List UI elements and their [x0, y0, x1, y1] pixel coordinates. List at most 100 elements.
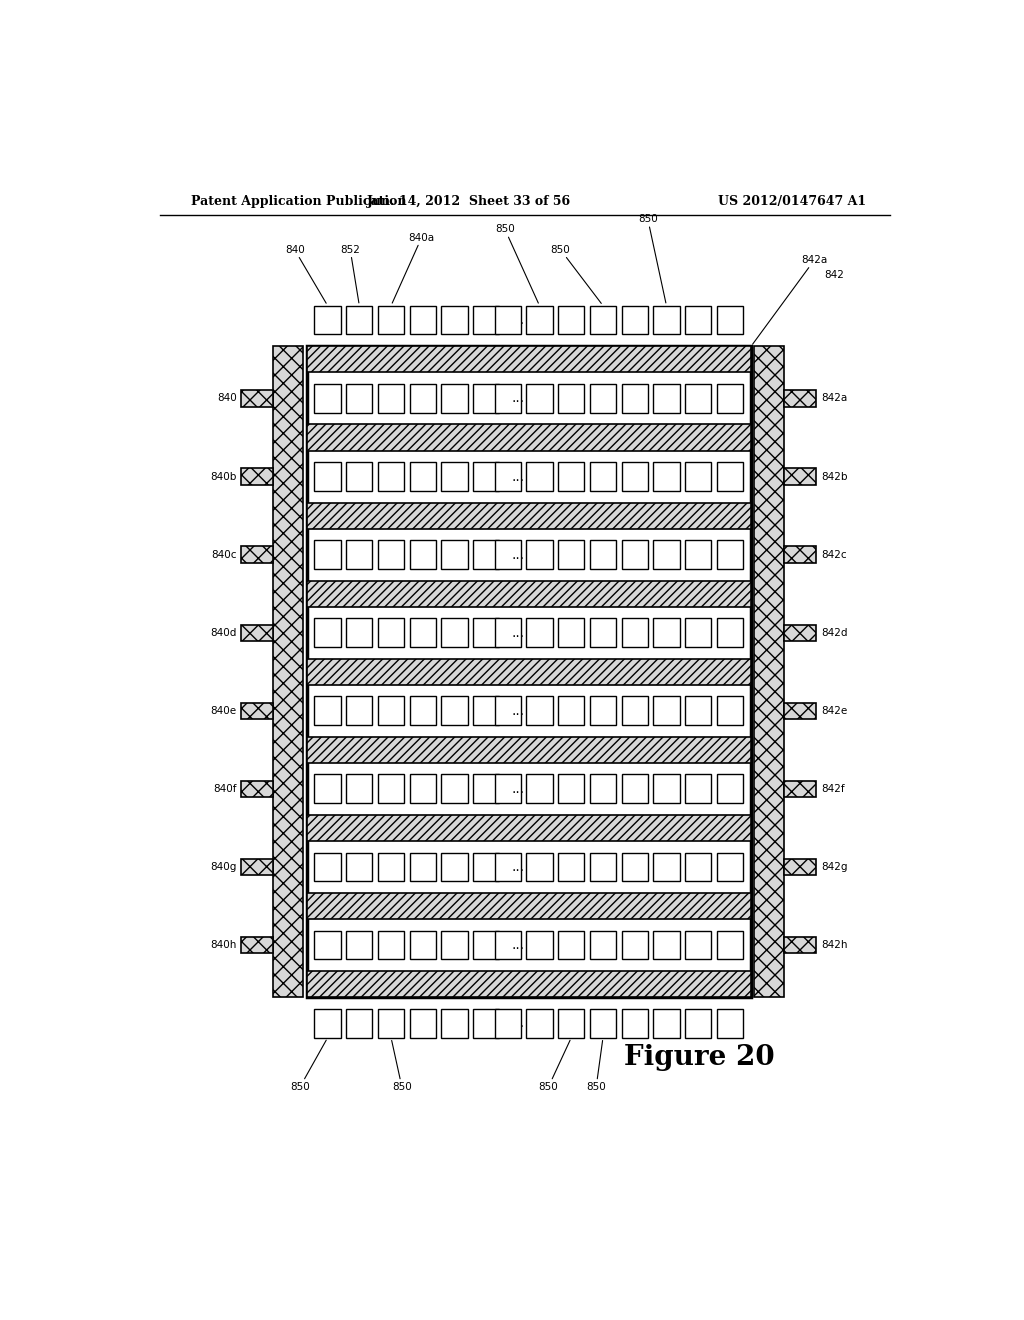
- Bar: [526, 1008, 553, 1038]
- Bar: [242, 780, 273, 797]
- Bar: [717, 697, 743, 725]
- Text: 840d: 840d: [210, 627, 237, 638]
- Bar: [441, 853, 468, 882]
- Bar: [306, 737, 751, 763]
- Text: ...: ...: [511, 781, 524, 796]
- Bar: [306, 346, 751, 372]
- Bar: [622, 853, 648, 882]
- Bar: [495, 775, 521, 803]
- Bar: [314, 1008, 341, 1038]
- Text: ...: ...: [511, 1016, 524, 1031]
- Text: Patent Application Publication: Patent Application Publication: [191, 194, 407, 207]
- Bar: [558, 306, 585, 334]
- Bar: [306, 659, 751, 685]
- Text: 842d: 842d: [821, 627, 847, 638]
- Text: ...: ...: [511, 392, 524, 405]
- Bar: [653, 618, 680, 647]
- Bar: [314, 384, 341, 413]
- Bar: [590, 931, 616, 960]
- Bar: [306, 814, 751, 841]
- Bar: [784, 859, 816, 875]
- Bar: [346, 462, 373, 491]
- Bar: [526, 775, 553, 803]
- Bar: [473, 931, 500, 960]
- Bar: [473, 384, 500, 413]
- Bar: [306, 425, 751, 450]
- Text: 850: 850: [638, 214, 666, 302]
- Bar: [346, 931, 373, 960]
- Text: 840f: 840f: [213, 784, 237, 793]
- Bar: [685, 540, 712, 569]
- Text: 850: 850: [551, 244, 601, 304]
- Bar: [685, 931, 712, 960]
- Bar: [346, 853, 373, 882]
- Bar: [441, 775, 468, 803]
- Bar: [410, 1008, 436, 1038]
- Bar: [441, 697, 468, 725]
- Bar: [685, 1008, 712, 1038]
- Bar: [526, 931, 553, 960]
- Bar: [784, 469, 816, 484]
- Bar: [590, 618, 616, 647]
- Bar: [441, 618, 468, 647]
- Bar: [495, 462, 521, 491]
- Bar: [590, 306, 616, 334]
- Bar: [242, 702, 273, 719]
- Bar: [717, 853, 743, 882]
- Bar: [717, 384, 743, 413]
- Text: 842b: 842b: [821, 471, 847, 482]
- Bar: [622, 306, 648, 334]
- Text: 842g: 842g: [821, 862, 847, 871]
- Text: ...: ...: [511, 859, 524, 874]
- Bar: [314, 306, 341, 334]
- Bar: [558, 1008, 585, 1038]
- Bar: [306, 503, 751, 528]
- Bar: [378, 1008, 404, 1038]
- Bar: [653, 306, 680, 334]
- Bar: [622, 931, 648, 960]
- Bar: [473, 306, 500, 334]
- Bar: [242, 859, 273, 875]
- Bar: [314, 462, 341, 491]
- Text: 850: 850: [495, 224, 539, 304]
- Bar: [306, 892, 751, 919]
- Bar: [410, 931, 436, 960]
- Text: 850: 850: [587, 1040, 606, 1092]
- Bar: [590, 462, 616, 491]
- Bar: [441, 1008, 468, 1038]
- Text: 840: 840: [217, 393, 237, 404]
- Text: 850: 850: [391, 1040, 412, 1092]
- Bar: [526, 384, 553, 413]
- Bar: [473, 697, 500, 725]
- Bar: [653, 853, 680, 882]
- Text: 842a: 842a: [821, 393, 847, 404]
- Bar: [473, 775, 500, 803]
- Bar: [306, 346, 751, 997]
- Bar: [242, 624, 273, 640]
- Bar: [306, 972, 751, 997]
- Text: 842: 842: [824, 271, 844, 280]
- Bar: [558, 618, 585, 647]
- Bar: [653, 384, 680, 413]
- Bar: [495, 1008, 521, 1038]
- Bar: [346, 384, 373, 413]
- Bar: [526, 853, 553, 882]
- Bar: [346, 1008, 373, 1038]
- Bar: [346, 775, 373, 803]
- Bar: [590, 384, 616, 413]
- Bar: [378, 931, 404, 960]
- Bar: [410, 384, 436, 413]
- Bar: [685, 384, 712, 413]
- Bar: [526, 306, 553, 334]
- Bar: [495, 306, 521, 334]
- Text: ...: ...: [511, 548, 524, 561]
- Bar: [495, 384, 521, 413]
- Bar: [441, 540, 468, 569]
- Bar: [717, 618, 743, 647]
- Bar: [378, 306, 404, 334]
- Bar: [273, 346, 303, 997]
- Bar: [242, 937, 273, 953]
- Text: 850: 850: [291, 1040, 327, 1092]
- Bar: [242, 469, 273, 484]
- Bar: [495, 931, 521, 960]
